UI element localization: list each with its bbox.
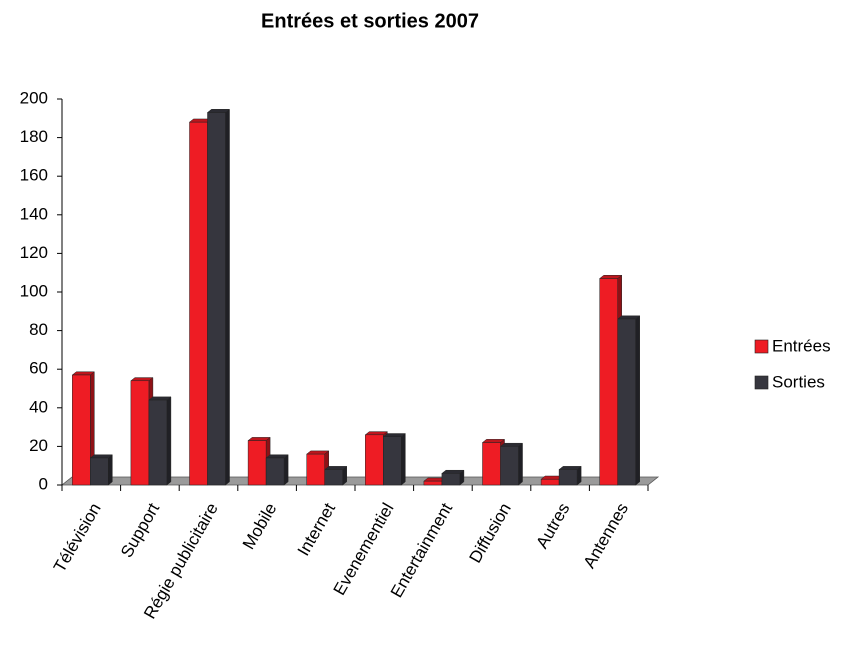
bar	[365, 434, 384, 486]
chart-title: Entrées et sorties 2007	[261, 10, 479, 32]
bar	[247, 440, 267, 486]
y-tick-label: 100	[20, 281, 48, 300]
bar	[599, 278, 618, 486]
bar-side	[166, 396, 172, 486]
y-tick-label: 40	[29, 397, 48, 416]
x-tick-label: Evenementiel	[330, 500, 398, 599]
bar-top	[481, 439, 506, 443]
bar-top	[441, 469, 465, 474]
bar	[148, 399, 168, 486]
bar	[441, 473, 461, 486]
y-tick-label: 160	[20, 166, 48, 185]
bar-top	[616, 315, 641, 320]
bar-top	[364, 431, 389, 436]
bar-top	[323, 466, 348, 470]
bar-top	[558, 466, 582, 470]
bar-top	[89, 454, 114, 459]
bar	[558, 469, 578, 486]
bar-top	[71, 371, 96, 376]
x-tick-label: Support	[117, 500, 163, 561]
y-tick-label: 140	[20, 204, 48, 223]
y-tick-label: 80	[29, 320, 48, 339]
y-tick-label: 120	[20, 243, 48, 262]
bar	[72, 374, 91, 486]
x-tick-label: Mobile	[239, 500, 281, 553]
bar	[90, 457, 109, 486]
bar-top	[130, 377, 154, 382]
y-tick-label: 180	[20, 127, 48, 146]
y-tick-label: 0	[39, 474, 48, 493]
bar-top	[265, 454, 289, 459]
bar	[423, 480, 443, 486]
bar-side	[283, 454, 289, 486]
x-tick-label: Autres	[532, 500, 573, 552]
x-tick-label: Internet	[294, 500, 339, 560]
x-tick-label: Entertainment	[387, 500, 457, 601]
x-tick-label: Antennes	[580, 500, 632, 572]
bar	[265, 457, 285, 486]
legend-swatch	[754, 375, 769, 390]
bar-side	[401, 433, 406, 486]
x-tick-label: Diffusion	[465, 500, 514, 567]
bar-side	[518, 442, 523, 486]
bar	[383, 436, 402, 486]
bar	[482, 442, 501, 486]
y-tick-label: 200	[20, 88, 48, 107]
bar	[207, 112, 226, 486]
bar-side	[108, 454, 113, 486]
y-tick-label: 20	[29, 436, 48, 455]
bar-top	[148, 396, 172, 401]
bar	[306, 453, 325, 486]
bar-top	[206, 109, 231, 113]
bar	[617, 318, 636, 486]
bar-top	[598, 275, 623, 279]
legend-label: Sorties	[772, 372, 825, 391]
x-tick-label: Télévision	[50, 500, 105, 576]
bar-side	[635, 315, 640, 486]
bar	[500, 446, 519, 486]
bar	[540, 478, 560, 486]
bar-side	[225, 108, 230, 486]
bar	[189, 121, 208, 486]
y-tick-label: 60	[29, 359, 48, 378]
bar-top	[305, 450, 330, 455]
bar	[324, 469, 343, 486]
legend-swatch	[754, 339, 769, 354]
bar-top	[247, 437, 271, 441]
bar-top	[382, 433, 407, 437]
legend-label: Entrées	[772, 336, 831, 355]
bar-top	[499, 442, 524, 447]
bar	[130, 380, 150, 486]
